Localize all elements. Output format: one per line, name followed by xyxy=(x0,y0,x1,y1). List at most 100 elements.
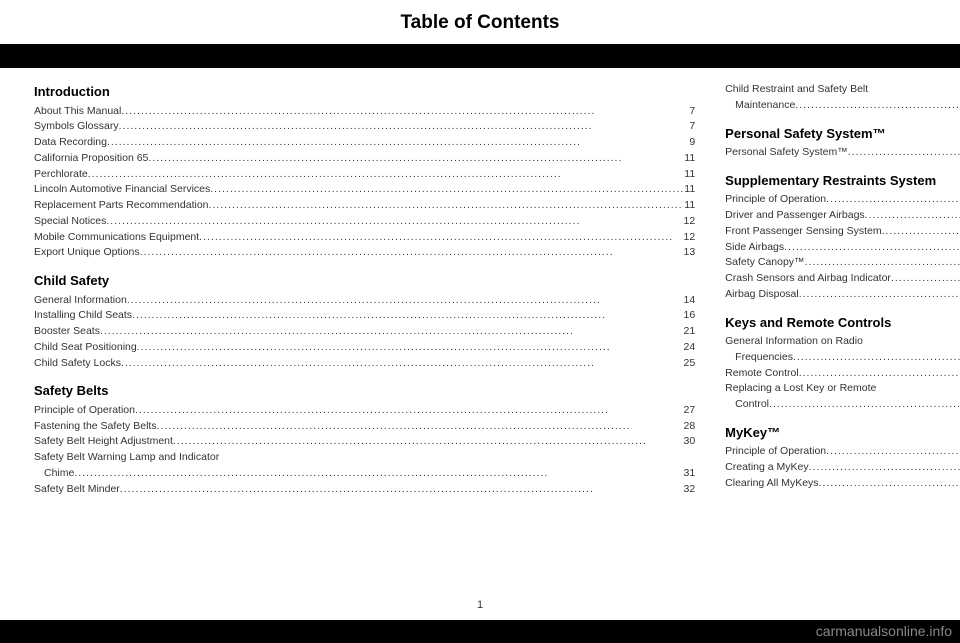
toc-entry: Perchlorate11 xyxy=(34,167,695,183)
toc-entry-label: Principle of Operation xyxy=(34,403,135,419)
toc-entry: Mobile Communications Equipment 12 xyxy=(34,230,695,246)
toc-entry-line1: General Information on Radio xyxy=(725,334,960,350)
toc-entry: Booster Seats21 xyxy=(34,324,695,340)
toc-entry: Installing Child Seats 16 xyxy=(34,308,695,324)
toc-entry-label: Mobile Communications Equipment xyxy=(34,230,199,246)
toc-entry: Child Safety Locks25 xyxy=(34,356,695,372)
page-header: Table of Contents xyxy=(0,0,960,46)
toc-dots xyxy=(119,119,690,135)
toc-entry-label: Front Passenger Sensing System xyxy=(725,224,881,240)
toc-entry-label: Safety Canopy™ xyxy=(725,255,804,271)
toc-dots xyxy=(784,240,960,256)
toc-entry: Safety Belt Minder 32 xyxy=(34,482,695,498)
toc-entry-label: Control xyxy=(735,397,769,413)
toc-entry-label: Safety Belt Minder xyxy=(34,482,120,498)
toc-entry-page: 7 xyxy=(689,119,695,135)
watermark: carmanualsonline.info xyxy=(816,623,952,639)
toc-entry-page: 32 xyxy=(683,482,695,498)
header-bar xyxy=(0,46,960,68)
toc-entry-page: 11 xyxy=(684,151,695,167)
toc-dots xyxy=(209,198,685,214)
page-number: 1 xyxy=(471,599,489,611)
toc-dots xyxy=(210,182,684,198)
toc-entry-label: Booster Seats xyxy=(34,324,100,340)
toc-entry-label: Crash Sensors and Airbag Indicator xyxy=(725,271,891,287)
toc-entry-label: Clearing All MyKeys xyxy=(725,476,818,492)
toc-content: Introduction About This Manual 7Symbols Gl… xyxy=(0,68,960,620)
toc-dots xyxy=(121,104,689,120)
toc-entry: Principle of Operation36 xyxy=(725,192,960,208)
toc-dots xyxy=(793,350,960,366)
toc-entry: Lincoln Automotive Financial Services11 xyxy=(34,182,695,198)
toc-entry-label: Child Seat Positioning xyxy=(34,340,137,356)
toc-entry-page: 24 xyxy=(683,340,695,356)
toc-entry-page: 25 xyxy=(683,356,695,372)
toc-entry-label: About This Manual xyxy=(34,104,121,120)
toc-entry-label: Principle of Operation xyxy=(725,192,826,208)
toc-entry: Maintenance33 xyxy=(725,98,960,114)
toc-dots xyxy=(173,434,684,450)
toc-dots xyxy=(799,287,960,303)
toc-entry: Data Recording9 xyxy=(34,135,695,151)
toc-entry: Special Notices 12 xyxy=(34,214,695,230)
toc-entry-label: Perchlorate xyxy=(34,167,88,183)
toc-entry-label: Side Airbags xyxy=(725,240,784,256)
toc-dots xyxy=(88,167,685,183)
toc-entry-label: Fastening the Safety Belts xyxy=(34,419,157,435)
toc-entry-page: 14 xyxy=(683,293,695,309)
toc-entry-label: Creating a MyKey xyxy=(725,460,808,476)
section-title: Safety Belts xyxy=(34,381,695,401)
toc-dots xyxy=(100,324,684,340)
toc-dots xyxy=(795,98,960,114)
toc-dots xyxy=(826,444,960,460)
toc-dots xyxy=(127,293,684,309)
toc-entry: Control48 xyxy=(725,397,960,413)
toc-entry-label: Replacement Parts Recommendation xyxy=(34,198,209,214)
section-title: Child Safety xyxy=(34,271,695,291)
toc-entry: Clearing All MyKeys51 xyxy=(725,476,960,492)
section-title: Introduction xyxy=(34,82,695,102)
section-title: MyKey™ xyxy=(725,423,960,443)
toc-entry-line1: Safety Belt Warning Lamp and Indicator xyxy=(34,450,695,466)
toc-entry-line1: Child Restraint and Safety Belt xyxy=(725,82,960,98)
toc-entry: Principle of Operation27 xyxy=(34,403,695,419)
toc-entry: Creating a MyKey51 xyxy=(725,460,960,476)
toc-dots xyxy=(120,482,684,498)
section-title: Personal Safety System™ xyxy=(725,124,960,144)
toc-column: Child Restraint and Safety BeltMaintenan… xyxy=(725,82,960,614)
toc-entry-page: 12 xyxy=(683,230,695,246)
toc-entry: Symbols Glossary7 xyxy=(34,119,695,135)
toc-entry-page: 11 xyxy=(684,198,695,214)
section-title: Supplementary Restraints System xyxy=(725,171,960,191)
toc-dots xyxy=(769,397,960,413)
toc-dots xyxy=(107,135,689,151)
toc-dots xyxy=(882,224,960,240)
section-title: Keys and Remote Controls xyxy=(725,313,960,333)
toc-dots xyxy=(106,214,683,230)
toc-entry-page: 13 xyxy=(683,245,695,261)
toc-entry-label: Chime xyxy=(44,466,74,482)
toc-entry: Side Airbags40 xyxy=(725,240,960,256)
toc-dots xyxy=(199,230,683,246)
toc-entry: Fastening the Safety Belts28 xyxy=(34,419,695,435)
toc-entry: Remote Control46 xyxy=(725,366,960,382)
toc-dots xyxy=(891,271,960,287)
toc-entry-label: Maintenance xyxy=(735,98,795,114)
toc-entry-page: 12 xyxy=(683,214,695,230)
toc-entry: Replacement Parts Recommendation 11 xyxy=(34,198,695,214)
toc-entry: Child Seat Positioning 24 xyxy=(34,340,695,356)
toc-entry-label: Safety Belt Height Adjustment xyxy=(34,434,173,450)
toc-entry: California Proposition 6511 xyxy=(34,151,695,167)
toc-entry: Principle of Operation50 xyxy=(725,444,960,460)
toc-entry-label: Special Notices xyxy=(34,214,106,230)
toc-entry-label: Installing Child Seats xyxy=(34,308,132,324)
toc-dots xyxy=(805,255,960,271)
toc-entry: Export Unique Options13 xyxy=(34,245,695,261)
toc-entry-page: 9 xyxy=(689,135,695,151)
toc-entry: Crash Sensors and Airbag Indicator43 xyxy=(725,271,960,287)
toc-dots xyxy=(135,403,684,419)
toc-column: Introduction About This Manual 7Symbols Gl… xyxy=(34,82,695,614)
toc-dots xyxy=(826,192,960,208)
toc-entry-page: 16 xyxy=(683,308,695,324)
toc-entry-label: Remote Control xyxy=(725,366,799,382)
